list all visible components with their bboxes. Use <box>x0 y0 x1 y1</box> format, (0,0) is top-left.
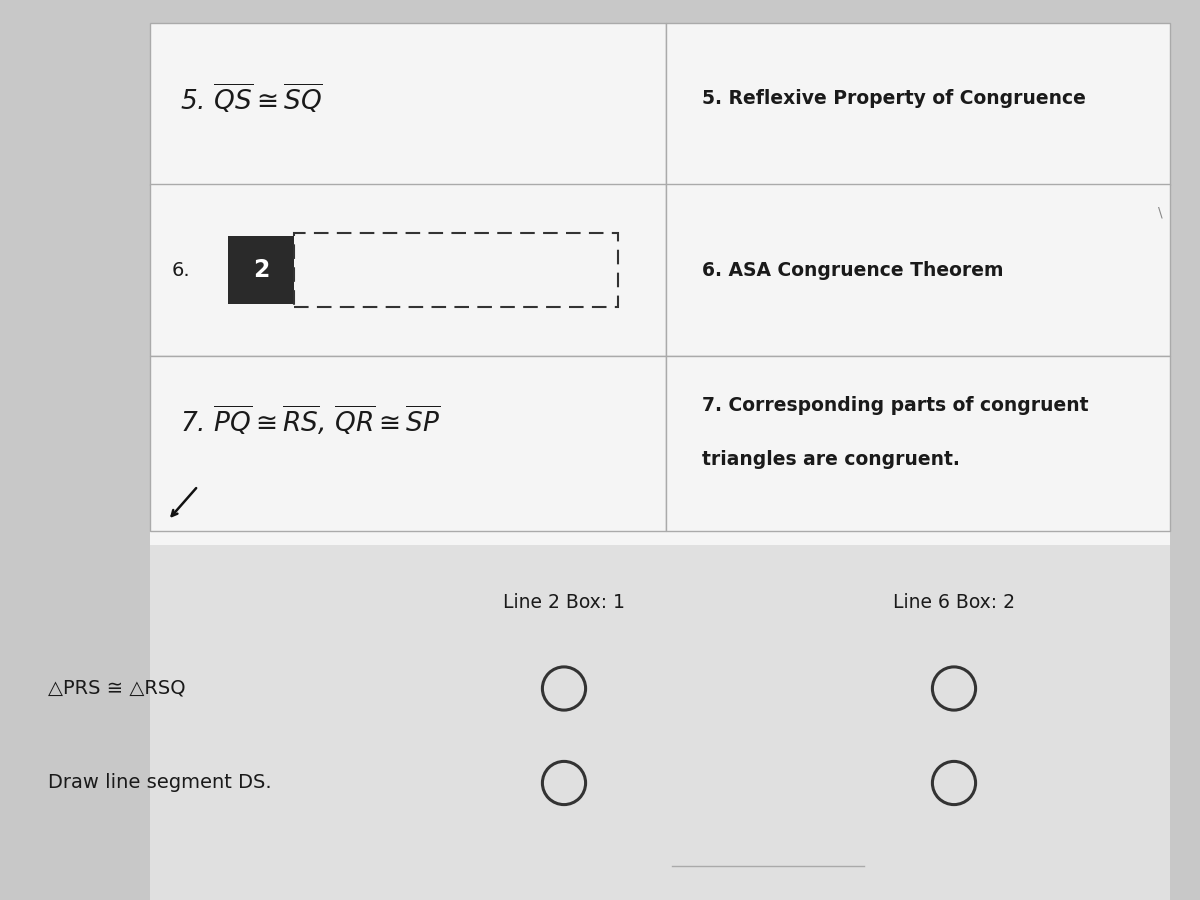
Bar <box>150 544 1170 900</box>
Text: Line 6 Box: 2: Line 6 Box: 2 <box>893 593 1015 613</box>
Bar <box>150 22 666 184</box>
Text: 6. ASA Congruence Theorem: 6. ASA Congruence Theorem <box>702 260 1003 280</box>
Bar <box>150 22 1170 900</box>
Text: \: \ <box>1158 205 1163 219</box>
Text: 5. Reflexive Property of Congruence: 5. Reflexive Property of Congruence <box>702 89 1086 109</box>
Text: Line 2 Box: 1: Line 2 Box: 1 <box>503 593 625 613</box>
Text: triangles are congruent.: triangles are congruent. <box>702 450 960 469</box>
Text: 7. $\mathit{\overline{PQ}} \cong \mathit{\overline{RS}}$, $\mathit{\overline{QR}: 7. $\mathit{\overline{PQ}} \cong \mathit… <box>180 404 440 437</box>
Text: 6.: 6. <box>172 260 191 280</box>
Bar <box>666 356 1170 531</box>
Bar <box>666 22 1170 184</box>
Bar <box>150 356 666 531</box>
Text: Draw line segment DS.: Draw line segment DS. <box>48 773 271 793</box>
Text: 2: 2 <box>253 258 269 282</box>
Text: 5. $\mathit{\overline{QS}} \cong \mathit{\overline{SQ}}$: 5. $\mathit{\overline{QS}} \cong \mathit… <box>180 82 323 116</box>
Text: △PRS ≅ △RSQ: △PRS ≅ △RSQ <box>48 679 186 698</box>
Bar <box>150 184 666 356</box>
Bar <box>228 236 294 304</box>
Text: 7. Corresponding parts of congruent: 7. Corresponding parts of congruent <box>702 396 1088 415</box>
Bar <box>294 233 618 308</box>
Bar <box>666 184 1170 356</box>
